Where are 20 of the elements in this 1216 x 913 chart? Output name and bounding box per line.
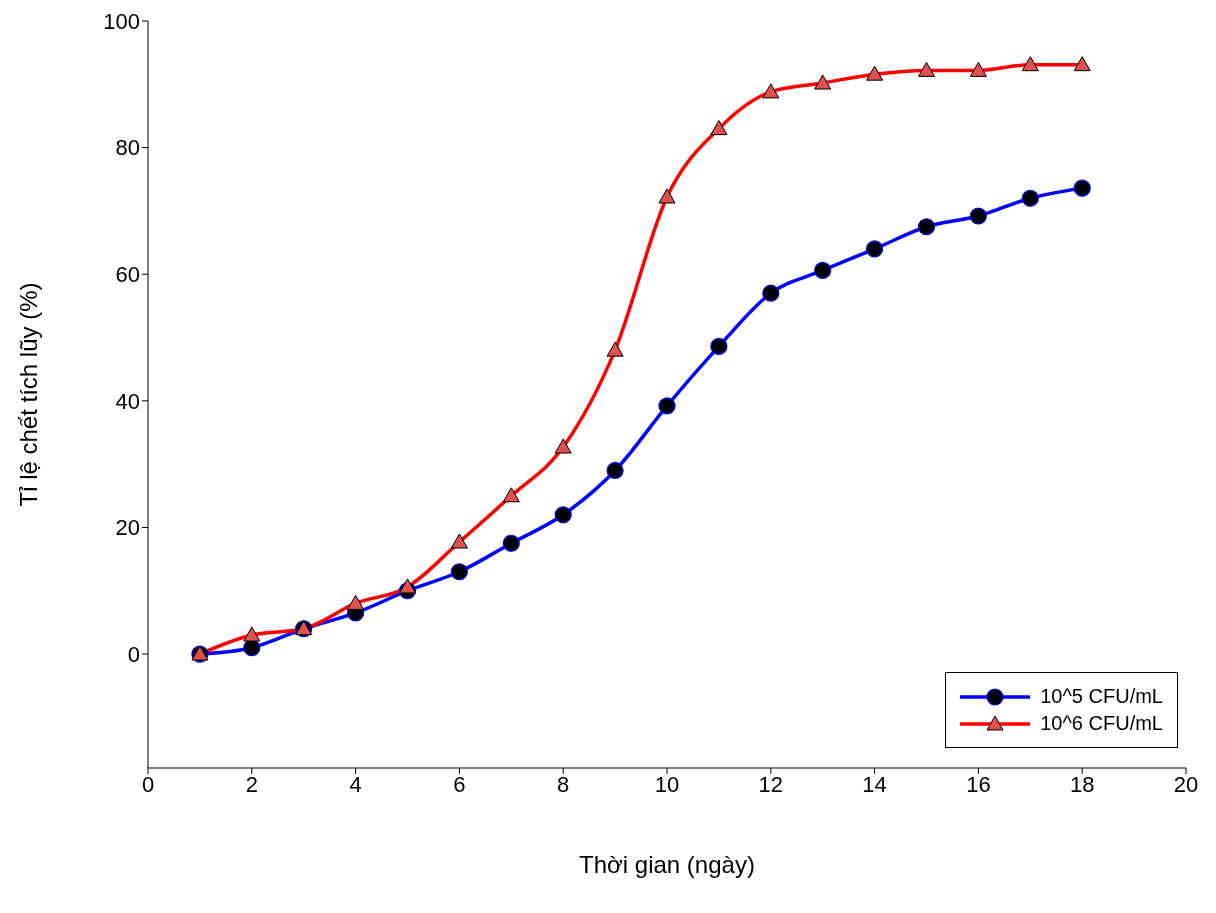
x-tick-label: 18 <box>1069 771 1095 797</box>
x-tick-label: 6 <box>453 771 466 797</box>
y-axis-title: Tỉ lệ chết tích lũy (%) <box>14 282 42 507</box>
x-tick-label: 16 <box>966 771 991 797</box>
x-tick-label: 8 <box>557 771 570 797</box>
legend-label: 10^5 CFU/mL <box>1040 685 1163 708</box>
x-tick-label: 20 <box>1173 771 1199 797</box>
x-tick-label: 14 <box>862 771 887 797</box>
y-tick-label: 40 <box>115 388 140 414</box>
y-tick-label: 0 <box>127 641 140 667</box>
x-tick-label: 2 <box>245 771 258 797</box>
x-tick-label: 12 <box>758 771 784 797</box>
x-tick-label: 4 <box>349 771 362 797</box>
y-tick-label: 60 <box>115 262 140 288</box>
y-tick-label: 100 <box>103 8 140 34</box>
legend-label: 10^6 CFU/mL <box>1040 712 1163 735</box>
y-tick-label: 80 <box>115 135 140 161</box>
y-tick-label: 20 <box>115 515 140 541</box>
x-axis-title: Thời gian (ngày) <box>579 851 755 878</box>
x-tick-label: 10 <box>654 771 680 797</box>
